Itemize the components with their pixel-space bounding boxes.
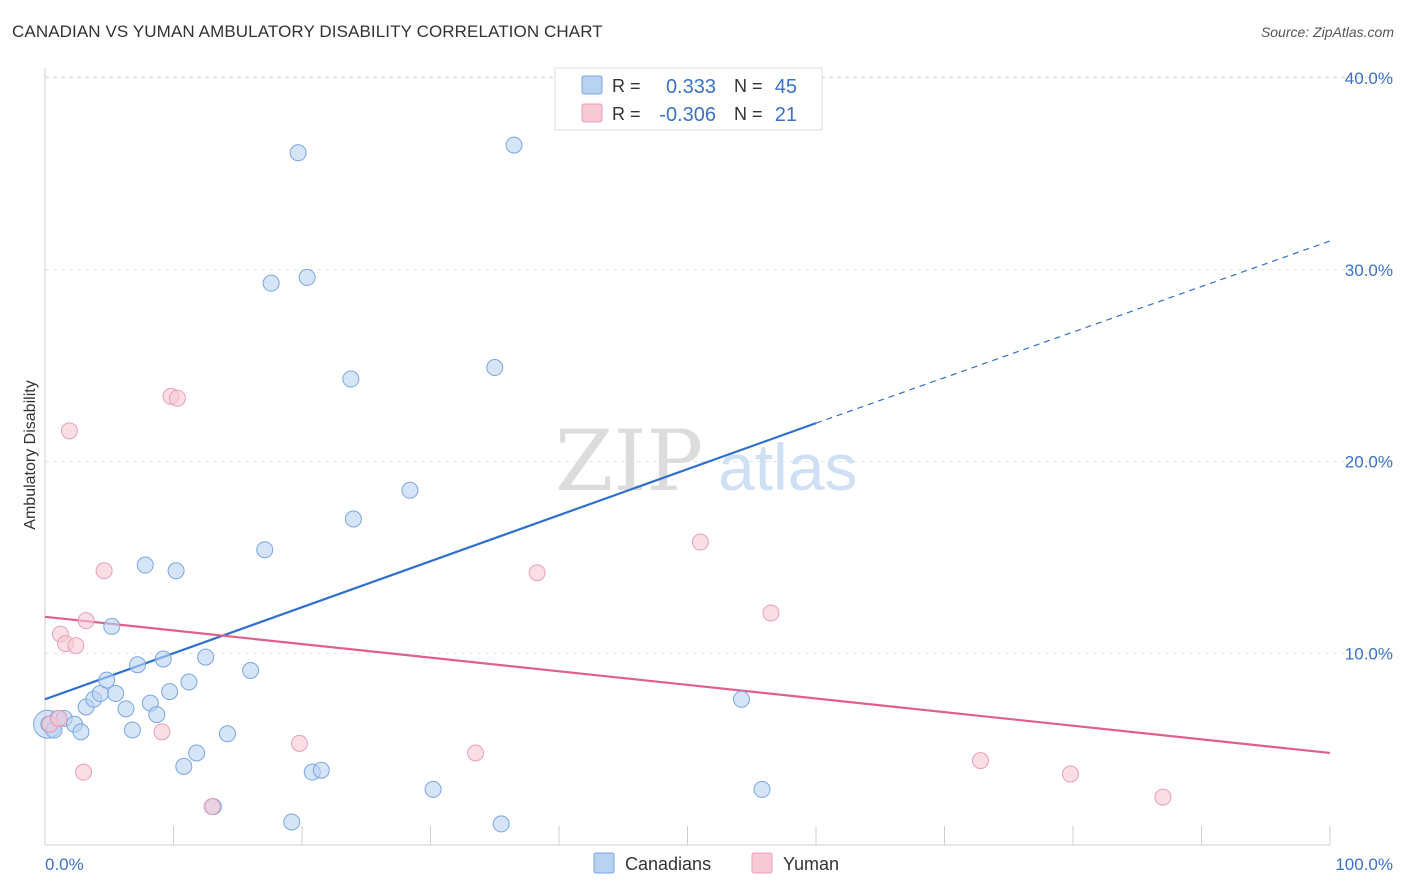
point-canadians	[492, 815, 510, 833]
point-canadians	[262, 274, 280, 292]
trend-line-canadians	[44, 422, 817, 701]
stats-canadians-swatch	[581, 75, 603, 95]
y-tick-label: 40.0%	[1345, 69, 1393, 88]
point-yuman	[691, 533, 709, 551]
source-label: Source: ZipAtlas.com	[1260, 24, 1394, 40]
point-canadians	[72, 723, 90, 741]
point-canadians	[98, 671, 116, 689]
point-yuman	[153, 723, 171, 741]
x-axis-ticks	[173, 826, 1331, 845]
legend: Canadians Yuman	[593, 852, 839, 874]
point-canadians	[256, 541, 274, 559]
stats-yuman-n-value: 21	[775, 104, 797, 126]
grid-lines	[45, 76, 1393, 654]
point-yuman	[168, 389, 186, 407]
watermark-zip: ZIP	[555, 412, 703, 510]
point-yuman	[50, 709, 68, 727]
point-yuman	[203, 798, 221, 816]
point-canadians	[161, 683, 179, 701]
point-yuman	[60, 422, 78, 440]
point-canadians	[505, 136, 523, 154]
point-yuman	[971, 752, 989, 770]
point-yuman	[528, 564, 546, 582]
point-yuman	[466, 744, 484, 762]
point-canadians	[283, 813, 301, 831]
point-canadians	[180, 673, 198, 691]
point-canadians	[103, 617, 121, 635]
point-canadians	[197, 648, 215, 666]
point-canadians	[154, 650, 172, 668]
stats-canadians-r-label: R =	[612, 76, 641, 96]
point-canadians	[753, 780, 771, 798]
point-canadians	[117, 700, 135, 718]
y-tick-label: 10.0%	[1345, 644, 1393, 663]
point-canadians	[344, 510, 362, 528]
legend-yuman-label: Yuman	[783, 854, 839, 874]
point-canadians	[732, 690, 750, 708]
point-canadians	[148, 706, 166, 724]
point-canadians	[129, 656, 147, 674]
legend-canadians-label: Canadians	[625, 854, 711, 874]
point-yuman	[67, 637, 85, 655]
stats-yuman-r-value: -0.306	[659, 104, 716, 126]
y-tick-label: 30.0%	[1345, 261, 1393, 280]
trend-line-yuman	[44, 615, 1331, 755]
trend-lines	[44, 240, 1331, 755]
stats-yuman-n-label: N =	[734, 104, 763, 124]
point-yuman	[1061, 765, 1079, 783]
point-yuman	[77, 612, 95, 630]
stats-yuman-swatch	[581, 103, 603, 123]
chart-title: CANADIAN VS YUMAN AMBULATORY DISABILITY …	[12, 22, 603, 41]
stats-canadians-n-label: N =	[734, 76, 763, 96]
point-canadians	[123, 721, 141, 739]
point-yuman	[75, 763, 93, 781]
point-canadians	[167, 562, 185, 580]
point-canadians	[188, 744, 206, 762]
y-tick-label: 20.0%	[1345, 453, 1393, 472]
point-canadians	[107, 685, 125, 703]
point-canadians	[298, 268, 316, 286]
y-axis-title: Ambulatory Disability	[22, 380, 39, 529]
point-yuman	[290, 734, 308, 752]
point-yuman	[95, 562, 113, 580]
point-canadians	[289, 144, 307, 162]
point-canadians	[175, 757, 193, 775]
x-tick-label-min: 0.0%	[45, 855, 84, 874]
point-yuman	[1154, 788, 1172, 806]
point-canadians	[424, 780, 442, 798]
data-points	[33, 92, 1172, 833]
point-canadians	[342, 370, 360, 388]
stats-box: R = 0.333 N = 45 R = -0.306 N = 21	[554, 67, 823, 131]
point-canadians	[136, 556, 154, 574]
watermark-atlas: atlas	[718, 430, 857, 504]
point-yuman	[762, 604, 780, 622]
point-canadians	[401, 481, 419, 499]
point-canadians	[312, 761, 330, 779]
stats-canadians-n-value: 45	[775, 76, 797, 98]
legend-yuman-swatch	[751, 852, 773, 874]
point-canadians	[486, 359, 504, 377]
y-tick-labels: 10.0% 20.0% 30.0% 40.0%	[1345, 69, 1393, 663]
trend-line-extension-canadians	[815, 240, 1331, 424]
stats-canadians-r-value: 0.333	[666, 76, 716, 98]
x-tick-label-max: 100.0%	[1335, 855, 1393, 874]
point-canadians	[242, 662, 260, 680]
point-canadians	[218, 725, 236, 743]
legend-canadians-swatch	[593, 852, 615, 874]
stats-yuman-r-label: R =	[612, 104, 641, 124]
